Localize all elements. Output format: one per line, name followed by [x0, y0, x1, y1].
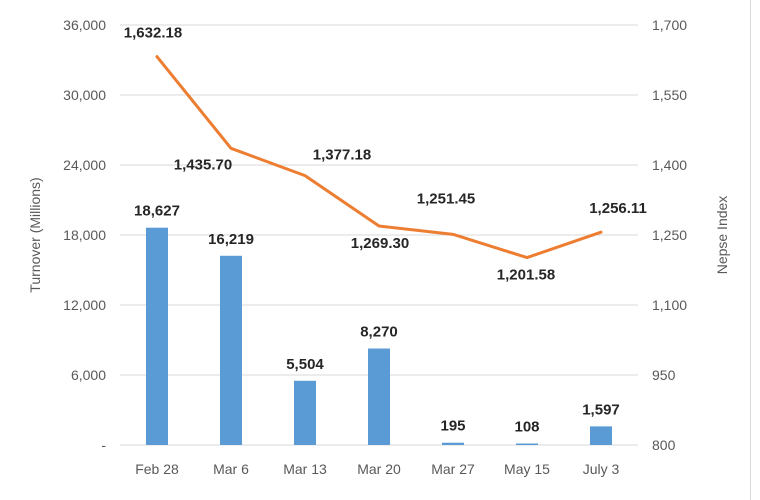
bar — [368, 348, 390, 445]
y-right-tick-label: 800 — [652, 437, 676, 453]
bar — [220, 255, 242, 445]
line-data-label: 1,632.18 — [124, 25, 182, 42]
x-tick-label: July 3 — [583, 461, 620, 477]
line-data-label: 1,269.30 — [351, 235, 409, 252]
y-right-tick-label: 1,100 — [652, 297, 687, 313]
bar — [442, 442, 464, 445]
y-right-axis-title: Nepse Index — [714, 196, 730, 275]
line-data-label: 1,201.58 — [497, 267, 555, 284]
chart-frame-edge — [750, 0, 751, 500]
y-left-tick-label: 30,000 — [63, 87, 106, 103]
bar — [590, 426, 612, 445]
y-left-tick-label: 12,000 — [63, 297, 106, 313]
y-left-axis-title: Turnover (Millions) — [27, 177, 43, 292]
y-left-tick-label: 36,000 — [63, 17, 106, 33]
y-left-tick-label: 6,000 — [71, 367, 106, 383]
line-data-label: 1,377.18 — [313, 147, 371, 164]
y-left-tick-label: 18,000 — [63, 227, 106, 243]
x-tick-label: Mar 13 — [283, 461, 327, 477]
y-left-tick-label: - — [101, 437, 106, 453]
x-tick-label: May 15 — [504, 461, 550, 477]
y-left-tick-label: 24,000 — [63, 157, 106, 173]
bar-data-label: 8,270 — [360, 324, 398, 341]
bar — [516, 443, 538, 445]
x-tick-label: Feb 28 — [135, 461, 179, 477]
bar — [146, 227, 168, 445]
bar-data-label: 195 — [440, 418, 465, 435]
bar-data-label: 16,219 — [208, 231, 254, 248]
nepse-index-line — [155, 55, 603, 260]
line-data-label: 1,435.70 — [174, 156, 232, 173]
bar — [294, 380, 316, 445]
line-data-label: 1,256.11 — [589, 200, 647, 217]
line-data-label: 1,251.45 — [417, 190, 475, 207]
x-tick-label: Mar 20 — [357, 461, 401, 477]
bar-data-label: 18,627 — [134, 203, 180, 220]
y-right-tick-label: 1,400 — [652, 157, 687, 173]
x-tick-label: Mar 27 — [431, 461, 475, 477]
bar-data-label: 1,597 — [582, 401, 620, 418]
y-right-tick-label: 950 — [652, 367, 676, 383]
bar-data-label: 108 — [514, 419, 539, 436]
y-right-tick-label: 1,550 — [652, 87, 687, 103]
x-tick-label: Mar 6 — [213, 461, 249, 477]
bar-data-label: 5,504 — [286, 356, 324, 373]
y-right-tick-label: 1,700 — [652, 17, 687, 33]
y-right-tick-label: 1,250 — [652, 227, 687, 243]
